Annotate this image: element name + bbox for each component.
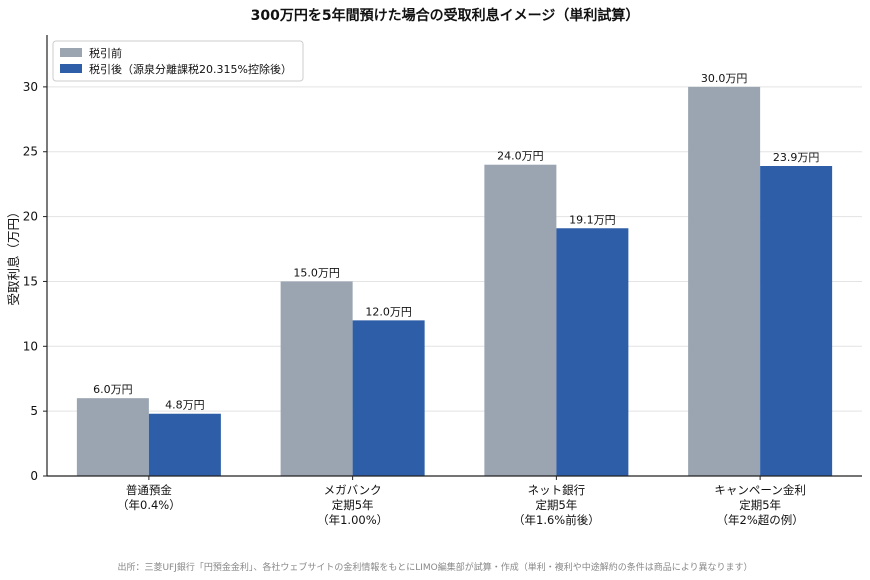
bar-value-label: 23.9万円 <box>773 151 820 164</box>
data-labels: 6.0万円 4.8万円 15.0万円 12.0万円 24.0万円 19.1万円 30.0万円… <box>93 72 819 412</box>
y-axis-label: 受取利息（万円） <box>6 205 21 305</box>
x-category-label: キャンペーン金利 <box>714 483 805 497</box>
x-category-label: 定期5年 <box>535 498 577 512</box>
bar-value-label: 15.0万円 <box>293 266 340 279</box>
axes: 051015202530普通預金（年0.4%）メガバンク定期5年（年1.00%）… <box>23 35 862 527</box>
legend-label: 税引前 <box>89 46 122 60</box>
legend-label: 税引後（源泉分離課税20.315%控除後） <box>89 62 292 76</box>
x-category-label: （年1.6%前後） <box>513 513 600 527</box>
y-tick-label: 0 <box>30 469 38 483</box>
x-category-label: 定期5年 <box>332 498 374 512</box>
bar-value-label: 6.0万円 <box>93 383 133 396</box>
x-category-label: ネット銀行 <box>528 483 586 497</box>
chart-title: 300万円を5年間預けた場合の受取利息イメージ（単利試算） <box>251 7 640 24</box>
x-category-label: 普通預金 <box>126 483 172 497</box>
legend-swatch <box>60 48 82 57</box>
x-category-label: （年1.00%） <box>317 513 388 527</box>
bar-pretax <box>484 164 557 477</box>
source-note: 出所：三菱UFJ銀行「円預金金利」、各社ウェブサイトの金利情報をもとにLIMO編… <box>117 561 752 573</box>
bar-value-label: 30.0万円 <box>701 72 748 85</box>
x-category-label: メガバンク <box>324 483 382 497</box>
y-tick-label: 5 <box>30 404 38 418</box>
y-tick-label: 10 <box>23 339 38 353</box>
y-tick-label: 20 <box>23 210 38 224</box>
bar-pretax <box>280 281 353 476</box>
y-tick-label: 30 <box>23 80 38 94</box>
bar-pretax <box>688 86 761 476</box>
x-category-label: （年0.4%） <box>117 498 181 512</box>
bar-aftertax <box>148 413 221 476</box>
y-tick-label: 15 <box>23 274 38 288</box>
bar-pretax <box>76 398 149 476</box>
x-category-label: 定期5年 <box>739 498 781 512</box>
bar-value-label: 19.1万円 <box>569 213 616 226</box>
y-tick-label: 25 <box>23 145 38 159</box>
x-category-label: （年2%超の例） <box>717 513 804 527</box>
bar-aftertax <box>760 166 833 477</box>
bar-aftertax <box>556 228 629 476</box>
legend-box <box>52 40 304 82</box>
legend-swatch <box>60 64 82 73</box>
bar-value-label: 24.0万円 <box>497 150 544 163</box>
bar-value-label: 4.8万円 <box>165 399 205 412</box>
bar-value-label: 12.0万円 <box>365 305 412 318</box>
bars <box>76 86 833 477</box>
bar-aftertax <box>352 320 425 476</box>
